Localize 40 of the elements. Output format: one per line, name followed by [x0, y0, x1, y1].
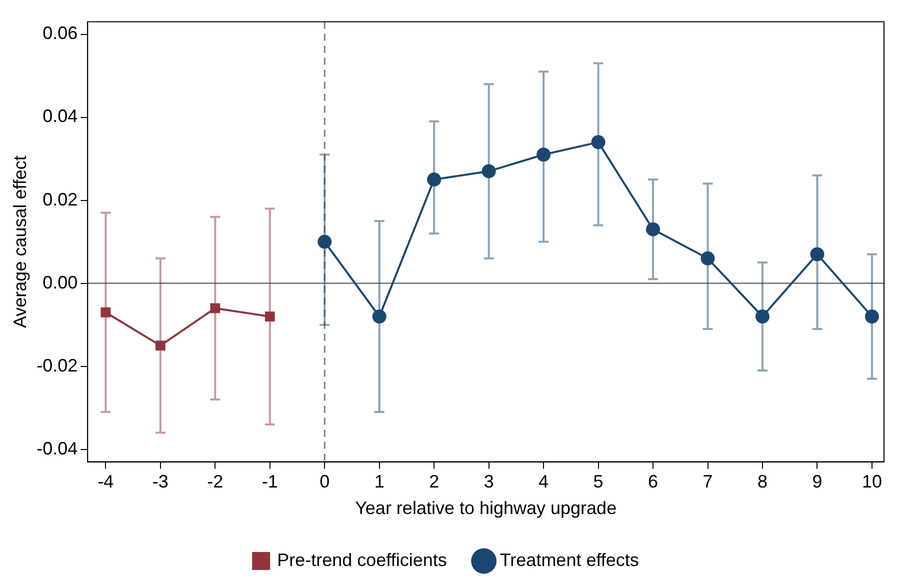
point	[318, 234, 332, 249]
point	[864, 310, 879, 324]
y-tick-label: 0.06	[42, 23, 78, 44]
x-tick-label: -3	[152, 472, 168, 492]
x-axis-title: Year relative to highway upgrade	[355, 498, 617, 518]
legend-label: Treatment effects	[500, 550, 639, 570]
point	[700, 251, 715, 266]
x-tick-label: 3	[484, 472, 494, 492]
x-tick-label: -4	[98, 472, 114, 492]
y-tick-label: 0.04	[42, 106, 78, 126]
x-tick-label: 10	[862, 472, 882, 492]
x-tick-label: 0	[320, 472, 330, 492]
x-tick-label: 1	[374, 472, 384, 492]
point	[482, 164, 496, 178]
point	[646, 222, 660, 236]
point	[755, 310, 770, 324]
point	[536, 148, 551, 162]
x-tick-label: -1	[262, 472, 278, 492]
point	[591, 135, 606, 150]
x-tick-label: 2	[429, 472, 440, 492]
point	[210, 303, 220, 314]
y-tick-label: 0.02	[42, 189, 78, 210]
x-tick-label: 7	[702, 472, 713, 492]
y-tick-label: -0.04	[36, 438, 78, 458]
point	[100, 307, 111, 318]
point	[264, 312, 275, 322]
y-axis-title: Average causal effect	[10, 156, 30, 328]
x-tick-label: 4	[538, 472, 549, 492]
x-tick-label: -2	[207, 472, 224, 492]
point	[372, 310, 386, 324]
x-tick-label: 6	[648, 472, 658, 492]
y-tick-label: 0.00	[42, 272, 78, 292]
point	[810, 247, 824, 262]
x-tick-label: 8	[757, 472, 768, 492]
point	[427, 172, 442, 187]
x-tick-label: 5	[593, 472, 604, 492]
legend-label: Pre-trend coefficients	[277, 550, 447, 570]
point	[155, 340, 166, 351]
x-tick-label: 9	[812, 472, 822, 492]
y-tick-label: -0.02	[36, 355, 78, 376]
